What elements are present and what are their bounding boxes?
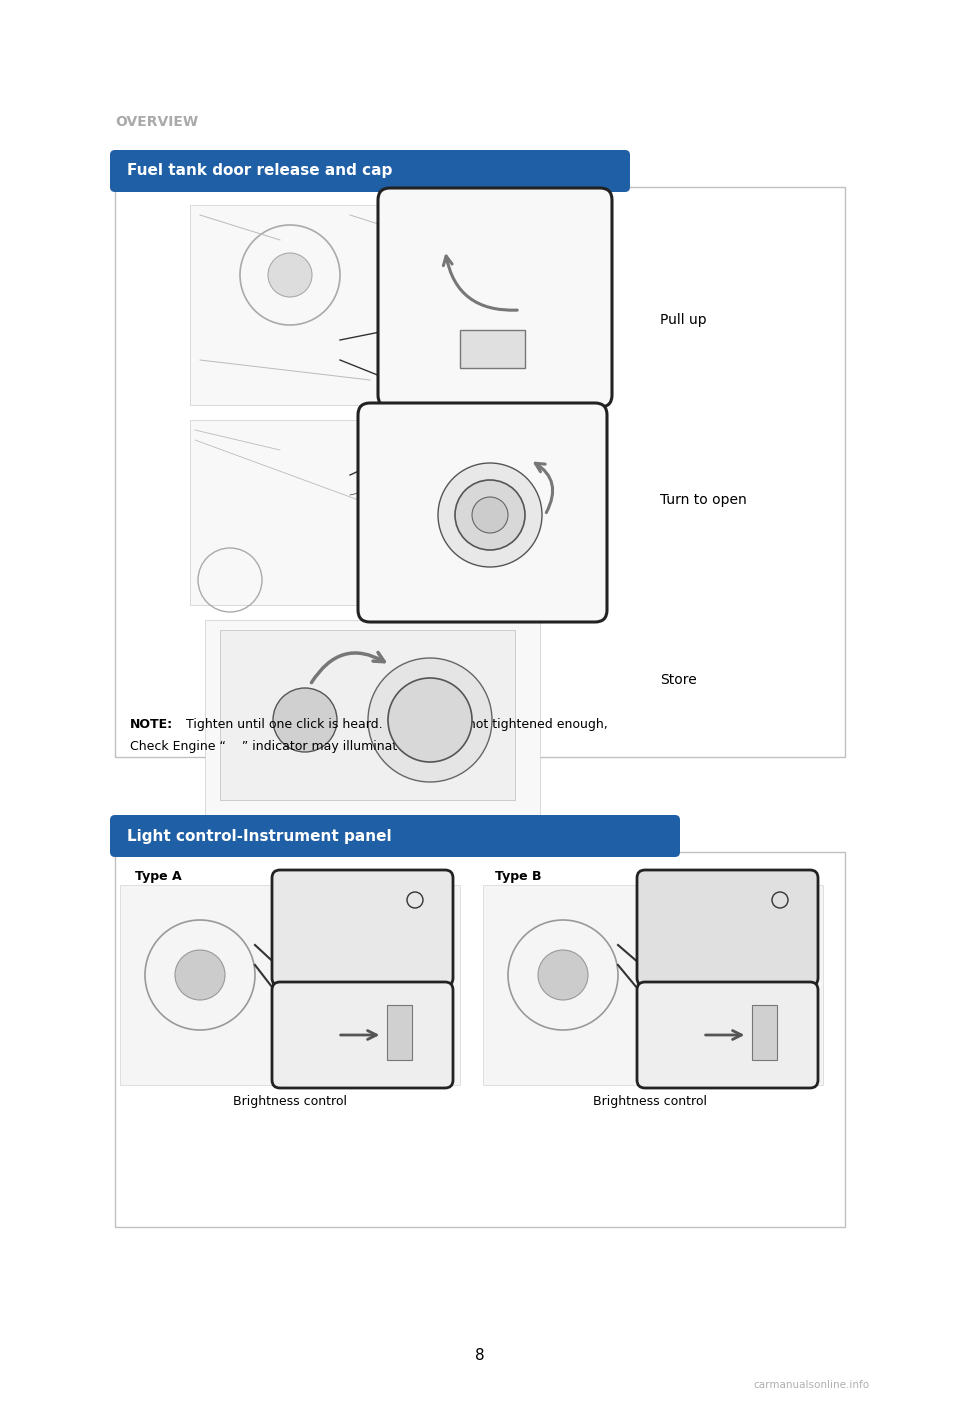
Text: Light control-Instrument panel: Light control-Instrument panel [127,829,392,843]
Bar [753,1005,778,1061]
Text: Type A: Type A [135,870,181,882]
Bar [460,330,525,368]
Circle shape [538,950,588,1000]
Circle shape [368,658,492,781]
FancyBboxPatch shape [110,150,630,192]
Text: carmanualsonline.info: carmanualsonline.info [754,1381,870,1390]
Text: °F: °F [745,955,756,965]
Text: Fuel tank door release and cap: Fuel tank door release and cap [127,164,393,178]
FancyBboxPatch shape [272,870,453,986]
Bar [387,1005,412,1061]
Text: |||||||||: ||||||||| [700,898,730,909]
Text: Pull up: Pull up [660,313,707,327]
Text: OUTSIDE: OUTSIDE [375,955,406,961]
Text: Brightness control: Brightness control [593,1094,707,1108]
Text: Check Engine “    ” indicator may illuminate.: Check Engine “ ” indicator may illuminat… [130,739,409,753]
Circle shape [273,687,337,752]
Bar [220,630,515,800]
Text: P: P [655,923,680,957]
FancyBboxPatch shape [358,403,607,622]
Text: Type B: Type B [495,870,541,882]
Circle shape [472,497,508,533]
Text: OVERVIEW: OVERVIEW [115,115,198,129]
Text: |||||||||: ||||||||| [335,898,364,909]
FancyBboxPatch shape [378,188,612,407]
FancyBboxPatch shape [110,815,680,857]
FancyBboxPatch shape [272,982,453,1087]
Circle shape [455,480,525,550]
Text: Brightness control: Brightness control [233,1094,347,1108]
Circle shape [438,463,542,567]
Bar [483,885,823,1085]
Text: 77: 77 [330,941,355,960]
Circle shape [268,253,312,297]
Circle shape [175,950,225,1000]
Bar [190,205,480,405]
Text: OUTSIDE: OUTSIDE [700,918,733,927]
Text: 77: 77 [695,946,724,967]
FancyBboxPatch shape [637,870,818,986]
Text: NOTE:: NOTE: [130,718,173,731]
Bar [115,852,845,1228]
FancyBboxPatch shape [637,982,818,1087]
Bar [205,620,540,815]
Bar [190,419,440,605]
Text: Store: Store [660,673,697,687]
Text: Turn to open: Turn to open [660,492,747,506]
Bar [115,187,845,758]
Text: 8: 8 [475,1347,485,1362]
Bar [120,885,460,1085]
Text: P: P [290,916,312,944]
Text: Tighten until one click is heard.  If the cap is not tightened enough,: Tighten until one click is heard. If the… [182,718,608,731]
Circle shape [388,678,472,762]
